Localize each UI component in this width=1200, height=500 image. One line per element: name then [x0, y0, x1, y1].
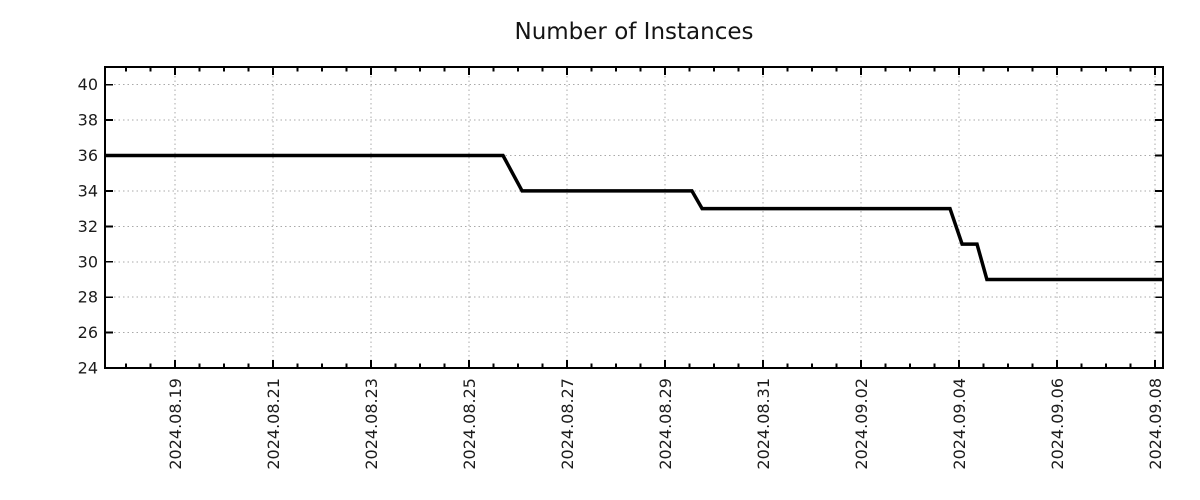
plot-border [104, 66, 1164, 369]
y-tick-label: 28 [78, 288, 98, 307]
x-tick-label: 2024.09.06 [1048, 378, 1067, 470]
x-tick-label: 2024.08.29 [656, 378, 675, 470]
x-tick-label: 2024.09.04 [950, 378, 969, 470]
y-tick-label: 34 [78, 181, 98, 200]
x-tick-label: 2024.08.21 [264, 378, 283, 470]
y-tick-label: 26 [78, 323, 98, 342]
x-tick-label: 2024.08.25 [460, 378, 479, 470]
chart-title: Number of Instances [515, 19, 754, 45]
x-tick-label: 2024.08.27 [558, 378, 577, 470]
series-line-instances [105, 153, 1163, 282]
y-tick-label: 40 [78, 75, 98, 94]
x-tick-label: 2024.08.19 [166, 378, 185, 470]
y-tick-label: 24 [78, 359, 98, 378]
plot-area: 24 26 28 30 32 34 36 38 40 2024.08.19 2024.08.21 20… [78, 66, 1165, 470]
y-tick-label: 36 [78, 146, 98, 165]
y-tick-label: 30 [78, 252, 98, 271]
y-tick-label: 32 [78, 217, 98, 236]
x-tick-label: 2024.09.08 [1146, 378, 1165, 470]
x-tick-label: 2024.08.23 [362, 378, 381, 470]
x-tick-label: 2024.09.02 [852, 378, 871, 470]
x-tick-label: 2024.08.31 [754, 378, 773, 470]
y-tick-label: 38 [78, 111, 98, 130]
